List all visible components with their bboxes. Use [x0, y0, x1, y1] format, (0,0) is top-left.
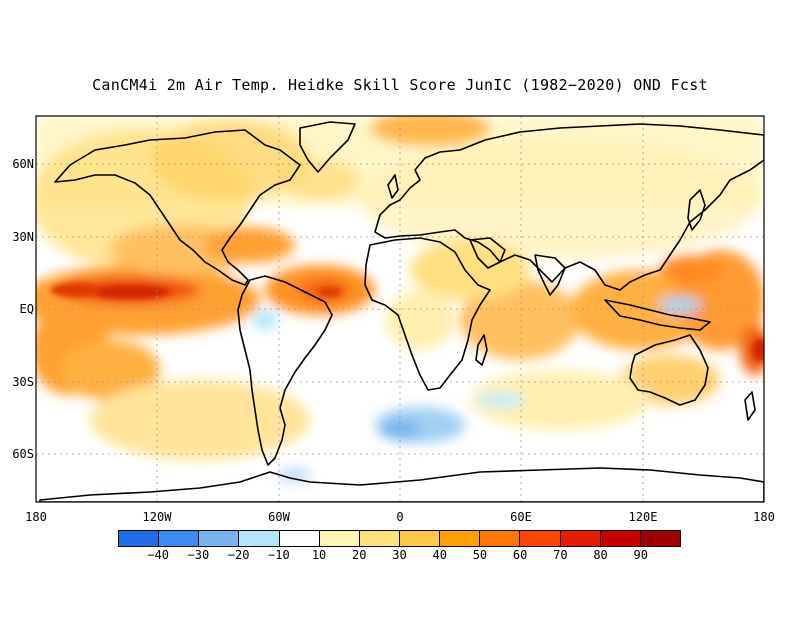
colorbar-label: 70 [553, 548, 568, 562]
lon-label-60e: 60E [510, 510, 532, 524]
colorbar-label: 90 [633, 548, 648, 562]
field-blob [253, 310, 277, 330]
map-frame [35, 115, 765, 503]
colorbar-label: 80 [593, 548, 608, 562]
chart-title: CanCM4i 2m Air Temp. Heidke Skill Score … [92, 76, 708, 94]
field-blob [60, 340, 160, 400]
coastline-eurasia [374, 123, 764, 291]
lon-label-120w: 120W [142, 510, 172, 524]
colorbar-swatch [239, 531, 280, 546]
coastline-india [534, 254, 566, 296]
field-blob [410, 240, 530, 300]
colorbar-label: 40 [432, 548, 447, 562]
field-blob [460, 280, 580, 360]
colorbar-label: 30 [392, 548, 407, 562]
colorbar-label: 50 [472, 548, 488, 562]
lat-label-eq: EQ [19, 302, 34, 316]
colorbar-label: −10 [268, 548, 290, 562]
lon-label-0: 0 [396, 510, 404, 524]
colorbar-swatch [399, 531, 441, 546]
field-blob [660, 255, 720, 285]
field-blob [570, 270, 710, 350]
coastline-australia [629, 334, 709, 406]
colorbar-swatch [600, 531, 641, 546]
lat-label-60n: 60N [12, 157, 34, 171]
coastlines [39, 121, 764, 502]
field-blob [752, 338, 764, 362]
lat-label-30n: 30N [12, 230, 34, 244]
field-blob [90, 380, 310, 460]
lat-label-30s: 30S [12, 375, 34, 389]
colorbar-swatch [119, 531, 160, 546]
coastline-arabia [469, 237, 506, 269]
field-blob [205, 227, 295, 263]
colorbar-swatch [480, 531, 521, 546]
field-blob [50, 283, 100, 297]
field-blob [470, 370, 650, 430]
colorbar-swatch [440, 531, 481, 546]
coastline-greenland [299, 121, 356, 173]
field-blob [280, 160, 360, 200]
colorbar-swatch [520, 531, 561, 546]
coastline-japan [687, 189, 706, 231]
colorbar-label: −30 [187, 548, 210, 562]
colorbar-label: 20 [352, 548, 367, 562]
field-blob [318, 287, 342, 297]
colorbar [118, 530, 681, 547]
colorbar-swatch [560, 531, 601, 546]
field-blob [150, 120, 310, 200]
colorbar-label: −40 [147, 548, 170, 562]
coastline-north-america [54, 129, 301, 286]
coastline-madagascar [475, 334, 488, 366]
colorbar-swatch [199, 531, 240, 546]
colorbar-label: 10 [311, 548, 327, 562]
field-blob [360, 140, 760, 260]
lon-label-180e: 180 [753, 510, 775, 524]
colorbar-swatch [359, 531, 400, 546]
colorbar-swatch [159, 531, 200, 546]
colorbar-swatch [319, 531, 360, 546]
coastline-south-america [237, 275, 333, 466]
field-blob [90, 285, 170, 299]
field-blob [658, 297, 702, 313]
lat-label-60s: 60S [12, 447, 34, 461]
colorbar-label: −20 [227, 548, 250, 562]
colorbar-label: 60 [512, 548, 528, 562]
lon-label-120e: 120E [628, 510, 658, 524]
coastline-new-zealand [744, 391, 756, 421]
field-blob [385, 290, 455, 350]
lon-label-60w: 60W [268, 510, 290, 524]
coastline-uk [387, 174, 399, 199]
coastline-indonesia [604, 299, 711, 331]
colorbar-swatch [279, 531, 320, 546]
coastline-africa [364, 237, 491, 391]
colorbar-swatch [640, 531, 680, 546]
field-blob [475, 392, 525, 408]
lon-label-180w: 180 [25, 510, 47, 524]
coastline-antarctica [39, 467, 764, 502]
